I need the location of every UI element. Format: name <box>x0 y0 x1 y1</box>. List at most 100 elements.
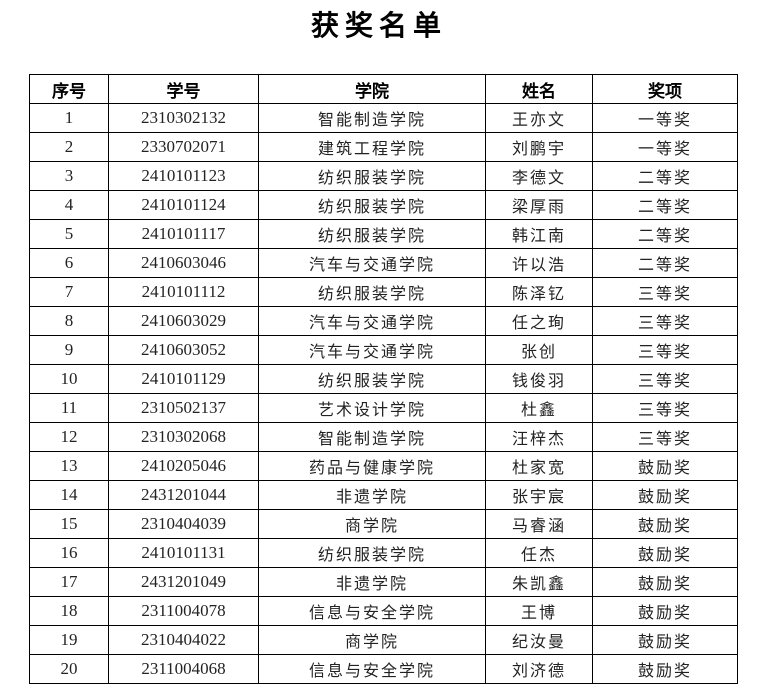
cell-name: 许以浩 <box>485 248 593 278</box>
cell-college: 纺织服装学院 <box>258 538 486 568</box>
cell-college: 艺术设计学院 <box>258 393 486 423</box>
cell-college: 建筑工程学院 <box>258 132 486 162</box>
cell-college: 非遗学院 <box>258 567 486 597</box>
header-index: 序号 <box>29 74 109 104</box>
cell-award: 二等奖 <box>592 190 738 220</box>
cell-student-id: 2410101112 <box>108 277 259 307</box>
cell-index: 5 <box>29 219 109 249</box>
cell-name: 王亦文 <box>485 103 593 133</box>
cell-award: 鼓励奖 <box>592 567 738 597</box>
cell-student-id: 2310302068 <box>108 422 259 452</box>
cell-name: 张宇宸 <box>485 480 593 510</box>
cell-award: 鼓励奖 <box>592 509 738 539</box>
cell-college: 商学院 <box>258 625 486 655</box>
cell-college: 商学院 <box>258 509 486 539</box>
cell-index: 3 <box>29 161 109 191</box>
table-row: 13 2410205046 药品与健康学院 杜家宽 鼓励奖 <box>29 451 738 481</box>
cell-student-id: 2311004078 <box>108 596 259 626</box>
header-award: 奖项 <box>592 74 738 104</box>
cell-student-id: 2410101123 <box>108 161 259 191</box>
cell-index: 2 <box>29 132 109 162</box>
cell-award: 二等奖 <box>592 248 738 278</box>
cell-index: 12 <box>29 422 109 452</box>
cell-college: 纺织服装学院 <box>258 277 486 307</box>
cell-student-id: 2431201049 <box>108 567 259 597</box>
cell-student-id: 2410603029 <box>108 306 259 336</box>
cell-name: 杜家宽 <box>485 451 593 481</box>
cell-college: 纺织服装学院 <box>258 219 486 249</box>
cell-student-id: 2410101117 <box>108 219 259 249</box>
cell-award: 三等奖 <box>592 422 738 452</box>
table-row: 14 2431201044 非遗学院 张宇宸 鼓励奖 <box>29 480 738 510</box>
cell-name: 汪梓杰 <box>485 422 593 452</box>
cell-student-id: 2410603052 <box>108 335 259 365</box>
cell-award: 鼓励奖 <box>592 480 738 510</box>
table-row: 6 2410603046 汽车与交通学院 许以浩 二等奖 <box>29 248 738 278</box>
cell-name: 朱凯鑫 <box>485 567 593 597</box>
cell-student-id: 2410101124 <box>108 190 259 220</box>
cell-award: 鼓励奖 <box>592 538 738 568</box>
table-row: 9 2410603052 汽车与交通学院 张创 三等奖 <box>29 335 738 365</box>
cell-award: 三等奖 <box>592 335 738 365</box>
cell-name: 刘济德 <box>485 654 593 684</box>
table-row: 1 2310302132 智能制造学院 王亦文 一等奖 <box>29 103 738 133</box>
cell-name: 钱俊羽 <box>485 364 593 394</box>
table-row: 4 2410101124 纺织服装学院 梁厚雨 二等奖 <box>29 190 738 220</box>
table-row: 5 2410101117 纺织服装学院 韩江南 二等奖 <box>29 219 738 249</box>
cell-award: 二等奖 <box>592 161 738 191</box>
cell-award: 一等奖 <box>592 132 738 162</box>
cell-name: 李德文 <box>485 161 593 191</box>
cell-award: 鼓励奖 <box>592 654 738 684</box>
cell-award: 鼓励奖 <box>592 596 738 626</box>
table-row: 19 2310404022 商学院 纪汝曼 鼓励奖 <box>29 625 738 655</box>
header-name: 姓名 <box>485 74 593 104</box>
cell-index: 20 <box>29 654 109 684</box>
cell-college: 非遗学院 <box>258 480 486 510</box>
cell-name: 任之珣 <box>485 306 593 336</box>
cell-college: 智能制造学院 <box>258 422 486 452</box>
page-title: 获奖名单 <box>310 9 447 42</box>
cell-award: 三等奖 <box>592 277 738 307</box>
awards-table: 序号 学号 学院 姓名 奖项 1 2310302132 智能制造学院 王亦文 一等奖 2 23307… <box>29 74 738 684</box>
table-row: 16 2410101131 纺织服装学院 任杰 鼓励奖 <box>29 538 738 568</box>
cell-award: 三等奖 <box>592 364 738 394</box>
cell-name: 纪汝曼 <box>485 625 593 655</box>
table-row: 20 2311004068 信息与安全学院 刘济德 鼓励奖 <box>29 654 738 684</box>
cell-college: 药品与健康学院 <box>258 451 486 481</box>
cell-student-id: 2410101129 <box>108 364 259 394</box>
cell-index: 14 <box>29 480 109 510</box>
cell-index: 13 <box>29 451 109 481</box>
table-row: 17 2431201049 非遗学院 朱凯鑫 鼓励奖 <box>29 567 738 597</box>
cell-award: 鼓励奖 <box>592 625 738 655</box>
cell-name: 杜鑫 <box>485 393 593 423</box>
table-row: 18 2311004078 信息与安全学院 王博 鼓励奖 <box>29 596 738 626</box>
cell-index: 19 <box>29 625 109 655</box>
cell-student-id: 2310502137 <box>108 393 259 423</box>
table-row: 11 2310502137 艺术设计学院 杜鑫 三等奖 <box>29 393 738 423</box>
cell-student-id: 2330702071 <box>108 132 259 162</box>
header-student-id: 学号 <box>108 74 259 104</box>
cell-name: 刘鹏宇 <box>485 132 593 162</box>
cell-index: 11 <box>29 393 109 423</box>
cell-college: 信息与安全学院 <box>258 596 486 626</box>
cell-student-id: 2410603046 <box>108 248 259 278</box>
cell-index: 17 <box>29 567 109 597</box>
table-row: 10 2410101129 纺织服装学院 钱俊羽 三等奖 <box>29 364 738 394</box>
cell-student-id: 2410101131 <box>108 538 259 568</box>
cell-student-id: 2310302132 <box>108 103 259 133</box>
cell-student-id: 2431201044 <box>108 480 259 510</box>
cell-index: 18 <box>29 596 109 626</box>
cell-name: 张创 <box>485 335 593 365</box>
table-row: 7 2410101112 纺织服装学院 陈泽钇 三等奖 <box>29 277 738 307</box>
cell-name: 王博 <box>485 596 593 626</box>
cell-award: 鼓励奖 <box>592 451 738 481</box>
cell-student-id: 2410205046 <box>108 451 259 481</box>
cell-award: 三等奖 <box>592 306 738 336</box>
cell-index: 4 <box>29 190 109 220</box>
table-row: 2 2330702071 建筑工程学院 刘鹏宇 一等奖 <box>29 132 738 162</box>
cell-index: 1 <box>29 103 109 133</box>
cell-index: 10 <box>29 364 109 394</box>
cell-college: 汽车与交通学院 <box>258 306 486 336</box>
cell-index: 16 <box>29 538 109 568</box>
cell-student-id: 2310404022 <box>108 625 259 655</box>
